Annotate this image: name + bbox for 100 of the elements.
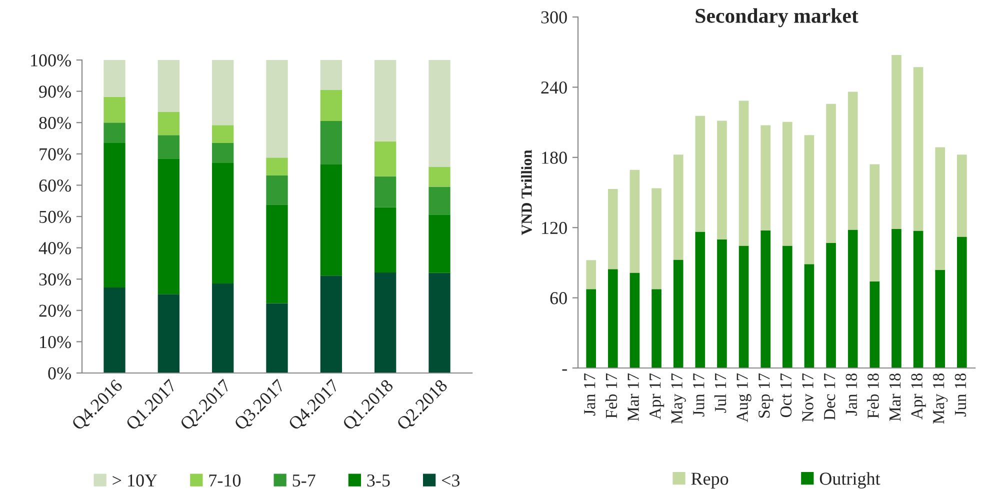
x-tick-label: Mar 18 — [889, 374, 901, 421]
bar — [717, 120, 727, 240]
bar — [374, 176, 396, 208]
bar — [266, 158, 288, 176]
bar — [158, 60, 180, 112]
bar — [935, 270, 946, 368]
x-tick-label: Apr 17 — [650, 373, 664, 420]
legend-label: 7-10 — [209, 474, 241, 487]
x-tick-label: Feb 17 — [605, 373, 618, 418]
x-tick-label: Jan 18 — [846, 374, 858, 416]
legend-label: > 10Y — [112, 474, 158, 487]
bar — [320, 90, 342, 122]
x-tick-label: May 18 — [932, 374, 948, 424]
bar — [913, 230, 924, 368]
bar — [158, 112, 180, 136]
bar — [104, 60, 126, 97]
chart-title: Secondary market — [696, 8, 858, 28]
bar — [266, 303, 288, 373]
x-tick-label: May 17 — [671, 373, 686, 424]
bar — [266, 175, 288, 205]
bar — [717, 239, 727, 368]
x-tick-label: Nov 17 — [802, 373, 814, 422]
bar — [320, 164, 342, 276]
bar — [428, 60, 450, 168]
legend-label: Repo — [691, 472, 728, 488]
y-tick-label: 180 — [542, 152, 567, 164]
bar — [212, 60, 234, 126]
bar — [782, 246, 792, 368]
y-tick-label: 10% — [40, 336, 71, 348]
bar — [104, 142, 126, 288]
y-tick-label: 40% — [38, 242, 71, 254]
bar — [652, 289, 662, 368]
bar — [630, 170, 640, 273]
bar — [848, 230, 858, 368]
bar — [104, 288, 126, 373]
bar — [892, 55, 902, 230]
bar — [428, 167, 450, 187]
bar — [760, 230, 770, 368]
x-tick-label: Jun 17 — [693, 373, 704, 416]
legend-label: 5-7 — [292, 474, 316, 487]
y-tick-label: 60% — [39, 179, 71, 192]
bar — [695, 116, 706, 232]
bar — [630, 272, 640, 368]
bar — [782, 122, 792, 246]
bar — [935, 147, 946, 270]
legend-label: 3-5 — [367, 474, 390, 487]
bar — [826, 243, 836, 368]
bar — [913, 67, 924, 231]
y-axis-title: VND Trillion — [521, 150, 532, 236]
bar — [848, 92, 858, 230]
bar — [374, 60, 396, 142]
bar — [374, 207, 396, 273]
y-tick-label: 100% — [31, 54, 71, 66]
y-tick-label: 70% — [40, 148, 71, 160]
bar — [586, 260, 596, 290]
y-tick-label: 60 — [550, 292, 567, 304]
y-tick-label: 90% — [39, 86, 71, 98]
bar — [158, 158, 180, 294]
x-tick-label: Oct 17 — [780, 373, 792, 418]
y-tick-label: 0% — [48, 367, 71, 380]
bar — [428, 272, 450, 373]
x-tick-label: Sep 17 — [758, 373, 774, 418]
x-tick-label: Mar 17 — [628, 373, 639, 421]
bar — [212, 283, 234, 373]
x-tick-label: Aug 17 — [736, 373, 752, 422]
bar — [738, 246, 749, 368]
bar — [957, 154, 967, 237]
legend-label: Outright — [820, 472, 880, 489]
bar — [266, 204, 288, 304]
y-tick-label: 50% — [40, 210, 71, 223]
bar — [673, 154, 684, 260]
bar — [870, 164, 880, 282]
bar — [158, 135, 180, 159]
bar — [892, 229, 902, 368]
y-tick-label: 20% — [39, 304, 71, 317]
bar — [738, 100, 749, 246]
bar — [374, 272, 396, 373]
bar — [760, 125, 770, 230]
bar — [804, 135, 814, 264]
x-tick-label: Dec 17 — [824, 373, 836, 420]
bar — [608, 269, 618, 368]
bar — [158, 294, 180, 373]
bar — [320, 60, 342, 90]
bar — [428, 214, 450, 273]
bar — [957, 236, 967, 368]
y-tick-label: 120 — [542, 222, 567, 234]
x-tick-label: Jan 17 — [584, 373, 596, 416]
y-tick-label: - — [562, 369, 567, 371]
y-tick-label: 80% — [39, 116, 71, 130]
bar — [826, 104, 836, 244]
x-tick-label: Feb 18 — [867, 373, 879, 418]
y-tick-label: 240 — [541, 81, 567, 94]
bar — [673, 260, 684, 368]
x-tick-label: Jun 18 — [954, 373, 966, 416]
bar — [104, 122, 126, 143]
bar — [212, 142, 234, 163]
bar — [428, 186, 450, 215]
bar — [320, 276, 342, 373]
bar — [652, 188, 662, 290]
bar — [608, 188, 618, 270]
